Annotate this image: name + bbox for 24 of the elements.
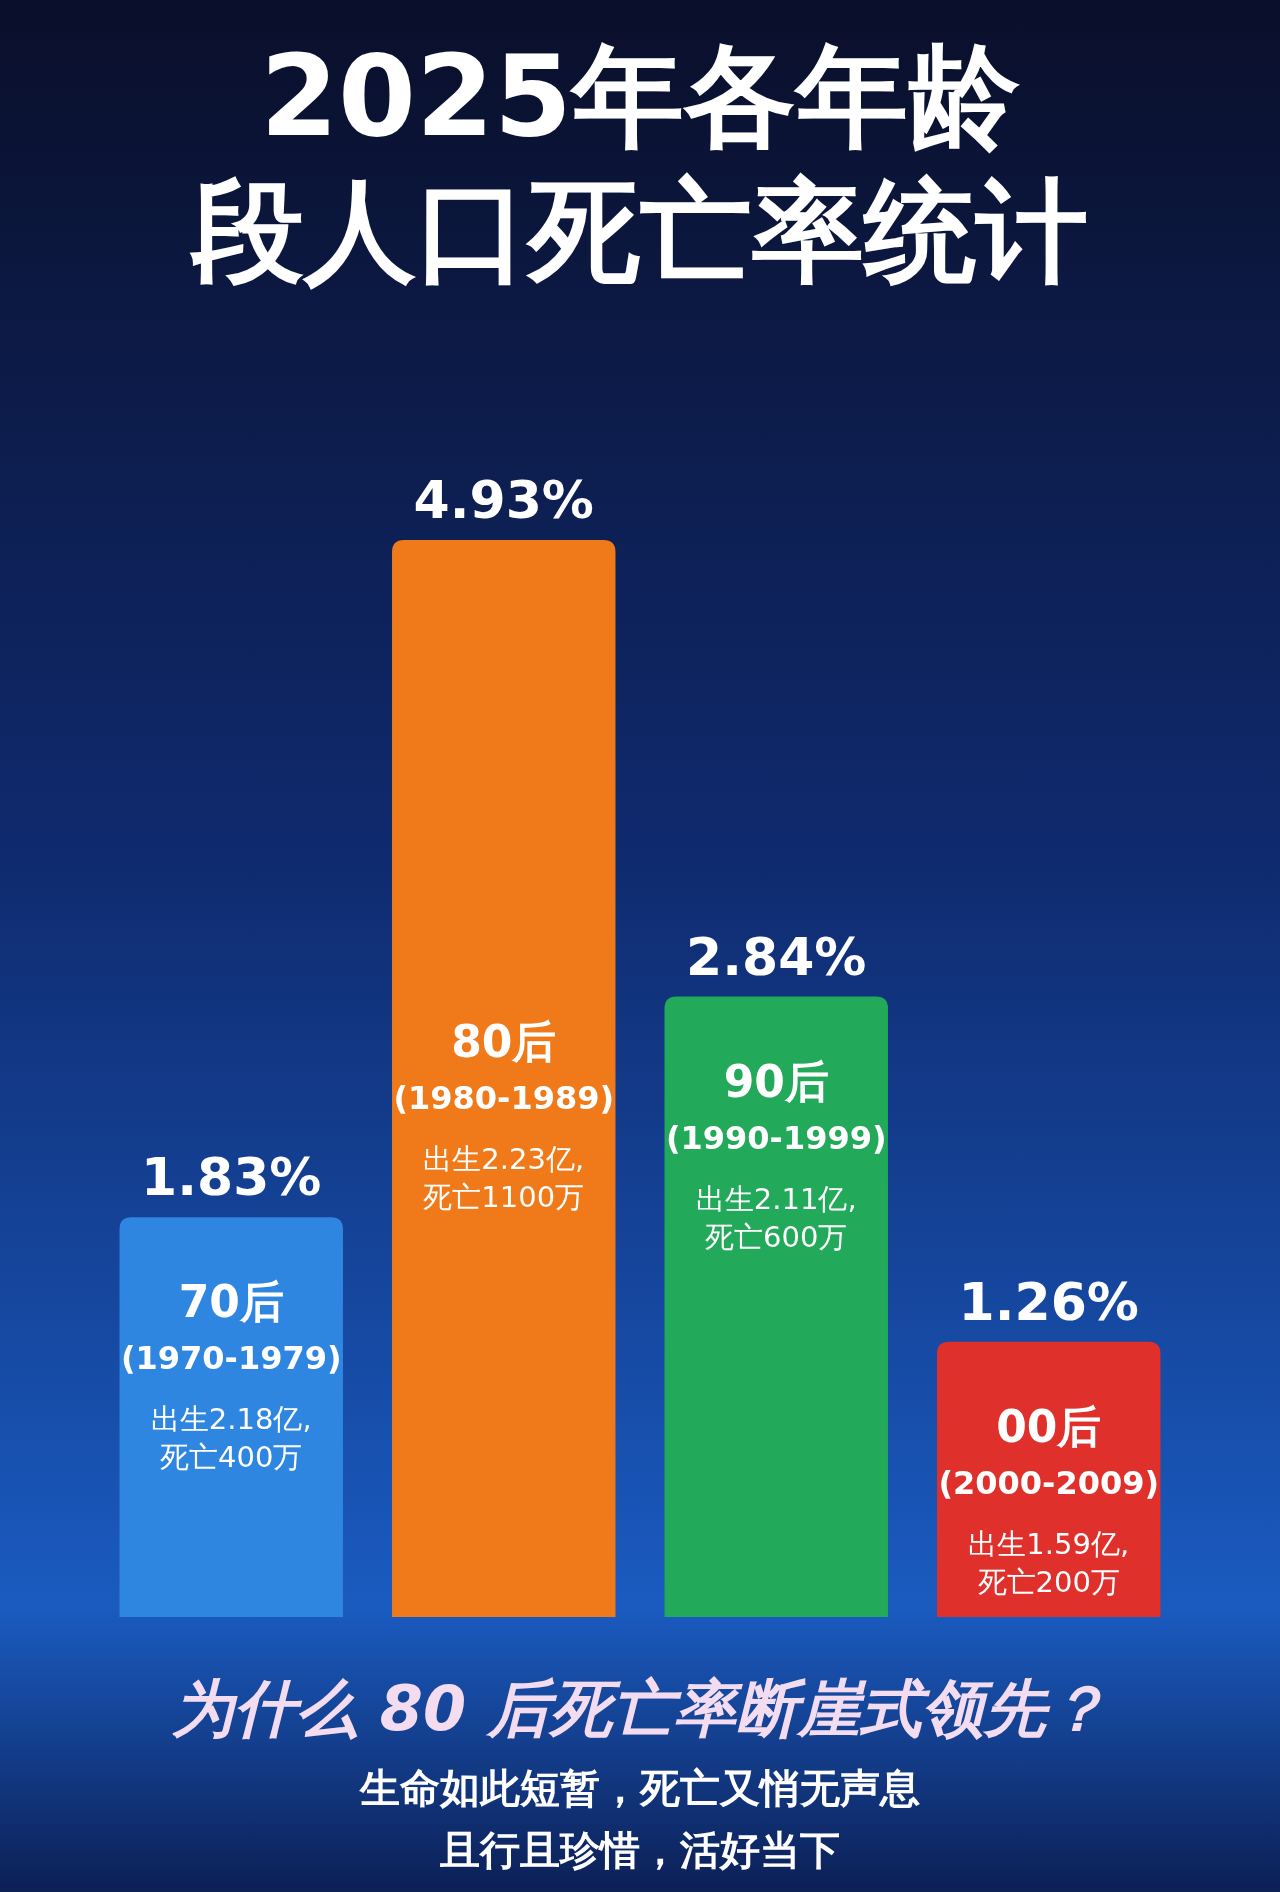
annotation: 死亡600万: [705, 1219, 848, 1254]
x-tick-label: 90后: [723, 1055, 829, 1107]
data-label: 4.93%: [413, 470, 594, 530]
annotation: 出生2.18亿,: [150, 1402, 312, 1437]
chart-title: 2025年各年龄段人口死亡率统计: [189, 31, 1088, 296]
annotation: (1970-1979): [120, 1339, 342, 1378]
text: 且行且珍惜，活好当下: [439, 1827, 840, 1873]
x-tick-label: 70后: [178, 1276, 284, 1328]
text: 生命如此短暂，死亡又悄无声息: [359, 1765, 920, 1811]
annotation: 出生2.11亿,: [695, 1181, 857, 1216]
annotation: 出生2.23亿,: [423, 1142, 585, 1176]
annotation: 出生1.59亿,: [968, 1526, 1130, 1561]
annotation: 死亡1100万: [423, 1180, 585, 1214]
annotation: (1990-1999): [665, 1118, 887, 1157]
x-tick-label: 00后: [996, 1400, 1102, 1452]
annotation: (2000-2009): [938, 1463, 1160, 1502]
annotation: 死亡400万: [160, 1440, 303, 1475]
text: 为什么 80 后死亡率断崖式领先？: [172, 1672, 1108, 1745]
annotation: (1980-1989): [393, 1079, 615, 1117]
data-label: 1.83%: [141, 1147, 322, 1208]
x-tick-label: 80后: [451, 1016, 557, 1067]
annotation: 死亡200万: [977, 1564, 1120, 1599]
data-label: 2.84%: [686, 926, 867, 987]
data-label: 1.26%: [958, 1271, 1139, 1332]
